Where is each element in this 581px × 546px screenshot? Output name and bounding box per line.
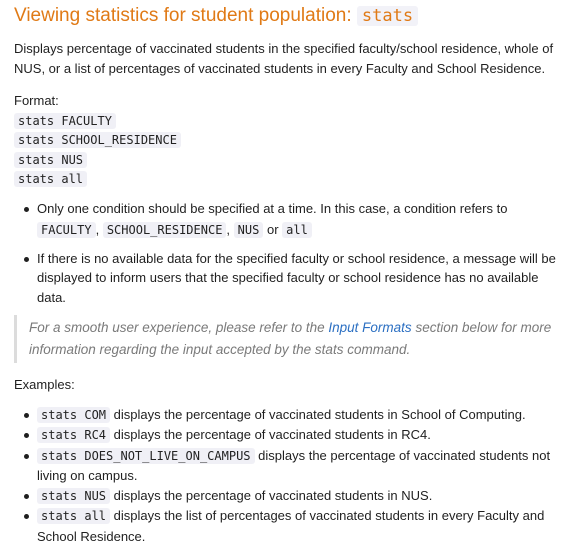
section-heading: Viewing statistics for student populatio… [14, 0, 571, 30]
notes-list: Only one condition should be specified a… [14, 199, 571, 308]
tip-blockquote: For a smooth user experience, please ref… [14, 315, 571, 363]
format-line-faculty: stats FACULTY [14, 112, 116, 129]
code-faculty: FACULTY [37, 222, 96, 238]
example-text: displays the list of percentages of vacc… [37, 508, 545, 544]
example-item: stats RC4 displays the percentage of vac… [24, 425, 571, 446]
code-nus: NUS [233, 222, 264, 238]
example-item: stats NUS displays the percentage of vac… [24, 486, 571, 507]
example-text: displays the percentage of vaccinated st… [37, 447, 551, 484]
note-one-condition: Only one condition should be specified a… [24, 199, 571, 241]
examples-label: Examples: [14, 377, 75, 392]
example-item: stats all displays the list of percentag… [24, 506, 571, 546]
code-all: all [282, 222, 312, 238]
example-code: stats NUS [37, 487, 111, 504]
format-block: stats FACULTY stats SCHOOL_RESIDENCE sta… [14, 111, 571, 189]
example-code: stats DOES_NOT_LIVE_ON_CAMPUS [37, 447, 255, 464]
separator: , [226, 222, 231, 237]
intro-paragraph: Displays percentage of vaccinated studen… [14, 41, 554, 76]
heading-command-code: stats [356, 6, 419, 26]
note-condition-text: Only one condition should be specified a… [37, 200, 508, 216]
note-no-data: If there is no available data for the sp… [24, 249, 571, 308]
tip-after: section below for more information regar… [29, 320, 552, 357]
format-line-school-residence: stats SCHOOL_RESIDENCE [14, 132, 181, 148]
examples-list: stats COM displays the percentage of vac… [14, 405, 571, 546]
format-line-nus: stats NUS [14, 151, 88, 168]
example-text: displays the percentage of vaccinated st… [110, 406, 526, 422]
tip-before: For a smooth user experience, please ref… [29, 320, 329, 335]
example-text: displays the percentage of vaccinated st… [110, 427, 431, 442]
example-item: stats DOES_NOT_LIVE_ON_CAMPUS displays t… [24, 446, 571, 486]
format-line-all: stats all [14, 171, 88, 187]
example-code: stats COM [37, 406, 111, 423]
separator: , [95, 222, 100, 237]
note-condition-codes: FACULTY, SCHOOL_RESIDENCE, NUS or all [37, 220, 571, 241]
example-item: stats COM displays the percentage of vac… [24, 405, 571, 426]
heading-text: Viewing statistics for student populatio… [14, 5, 352, 26]
example-code: stats RC4 [37, 427, 111, 443]
example-text: displays the percentage of vaccinated st… [110, 487, 433, 503]
format-label: Format: [14, 93, 59, 108]
example-code: stats all [37, 508, 111, 524]
input-formats-link[interactable]: Input Formats [328, 320, 412, 335]
or-word: or [266, 222, 279, 237]
code-school-residence: SCHOOL_RESIDENCE [102, 222, 227, 238]
